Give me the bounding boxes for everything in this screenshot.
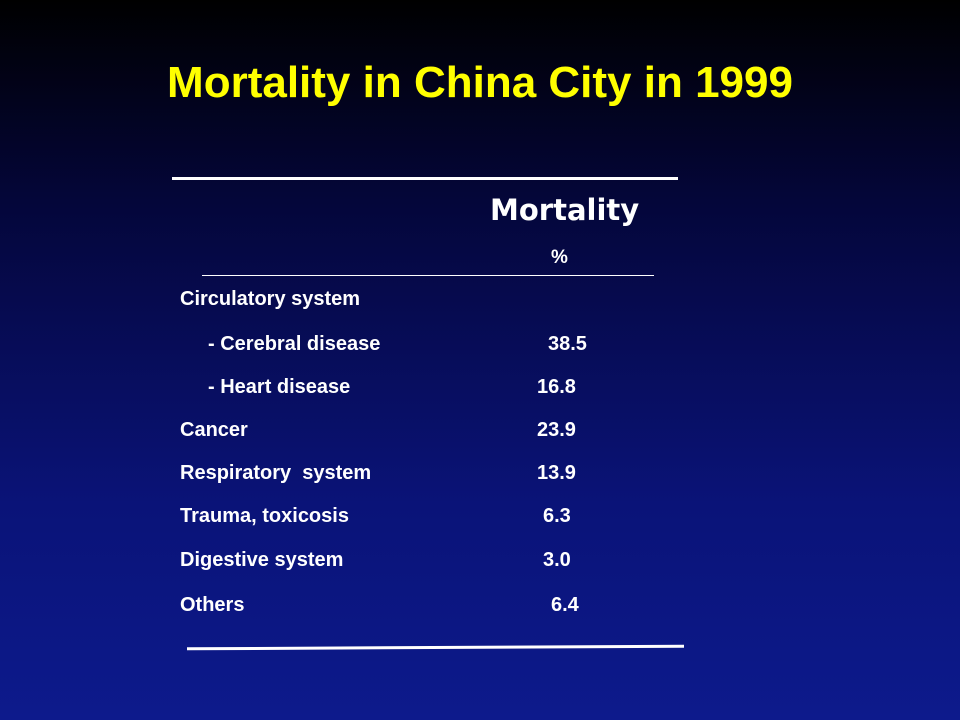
row-value: 6.4 <box>551 594 579 616</box>
row-label: Respiratory system <box>180 462 372 484</box>
table-header-rule <box>202 275 654 276</box>
row-label: Cancer <box>180 419 248 441</box>
table-row: - Cerebral disease 38.5 <box>180 333 587 402</box>
table-bottom-rule <box>186 644 685 651</box>
row-value: 23.9 <box>537 419 576 441</box>
row-value: 38.5 <box>548 333 587 355</box>
table-row: Trauma, toxicosis 6.3 <box>180 505 571 574</box>
row-label: Others <box>180 594 245 616</box>
table-row: - Heart disease 16.8 <box>180 376 576 445</box>
table-row: Others 6.4 <box>180 594 579 663</box>
row-label: Digestive system <box>180 549 344 571</box>
mortality-column-header: Mortality <box>490 193 640 227</box>
row-value: 6.3 <box>543 505 571 527</box>
row-label: - Heart disease <box>208 376 351 398</box>
row-value: 3.0 <box>543 549 571 571</box>
table-row: Respiratory system 13.9 <box>180 462 576 531</box>
table-row: Digestive system 3.0 <box>180 549 571 618</box>
mortality-unit-header: % <box>551 247 568 268</box>
row-label: - Cerebral disease <box>208 333 381 355</box>
table-row: Circulatory system <box>180 288 360 357</box>
row-label: Trauma, toxicosis <box>180 505 349 527</box>
row-label: Circulatory system <box>180 288 361 310</box>
row-value: 16.8 <box>537 376 576 398</box>
table-row: Cancer 23.9 <box>180 419 576 488</box>
slide-title: Mortality in China City in 1999 <box>167 58 793 107</box>
table-top-rule <box>172 177 678 180</box>
row-value: 13.9 <box>537 462 576 484</box>
